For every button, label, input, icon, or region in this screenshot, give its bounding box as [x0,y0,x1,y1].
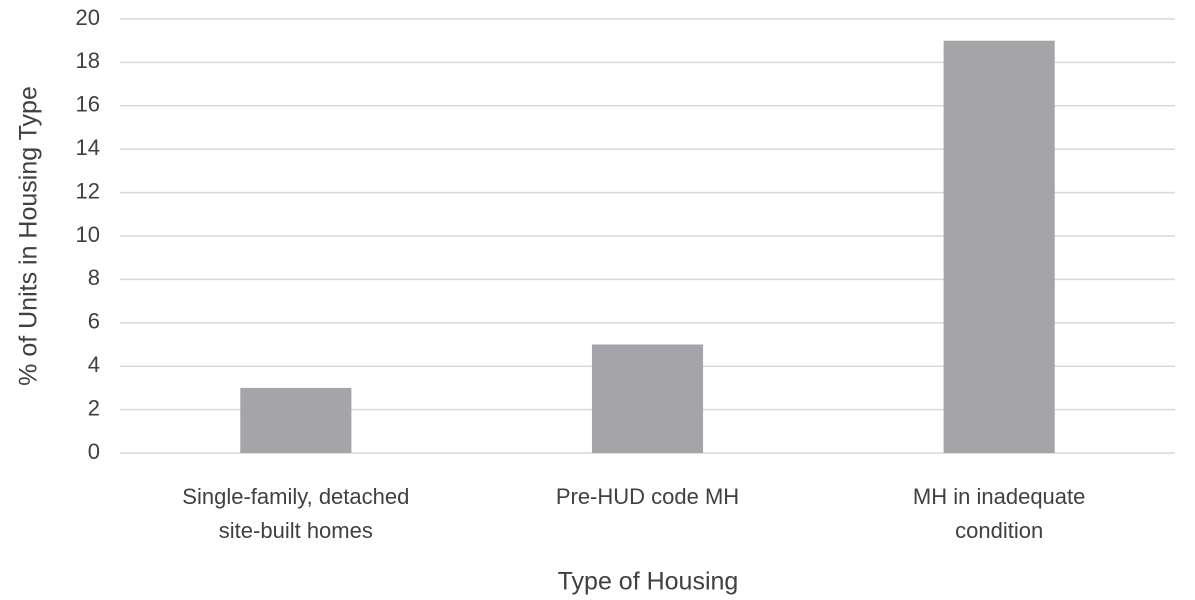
x-axis-title: Type of Housing [558,568,739,596]
x-tick-label: Single-family, detached site-built homes [182,484,410,543]
y-tick-label: 2 [88,395,100,420]
x-tick-label: Pre-HUD code MH [555,484,740,509]
bar [240,387,352,453]
bar [591,344,704,453]
y-tick-label: 0 [88,439,100,464]
y-tick-label: 14 [76,135,100,160]
y-tick-label: 16 [76,92,100,117]
y-tick-label: 10 [76,222,100,247]
y-tick-label: 6 [88,309,100,334]
y-tick-label: 8 [88,265,100,290]
x-tick-label: MH in inadequate condition [912,484,1086,543]
y-tick-label: 20 [76,5,100,30]
y-tick-label: 18 [76,48,100,73]
y-tick-label: 4 [88,352,100,377]
y-axis-title: % of Units in Housing Type [15,86,43,386]
bar [943,40,1055,453]
y-tick-label: 12 [76,178,100,203]
